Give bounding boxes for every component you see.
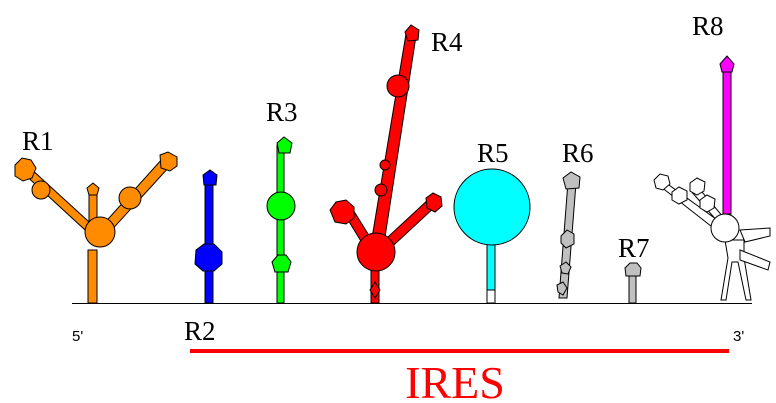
three-prime-label: 3' bbox=[733, 328, 744, 345]
node-label: R1 bbox=[22, 126, 54, 156]
node-label: R7 bbox=[618, 233, 650, 263]
node-label: R3 bbox=[266, 97, 298, 127]
five-prime-label: 5' bbox=[72, 328, 83, 345]
node-label: R8 bbox=[692, 11, 724, 41]
page: R1 R2 R3 R4 R5 R6 R7 R8 5' 3' IRES (() =… bbox=[0, 0, 776, 403]
diagram: R1 R2 R3 R4 R5 R6 R7 R8 5' 3' IRES bbox=[0, 0, 776, 403]
node-label: R2 bbox=[184, 316, 216, 346]
r3-structure bbox=[267, 137, 295, 303]
node-label: R6 bbox=[562, 138, 594, 168]
node-label: R5 bbox=[477, 138, 509, 168]
r2-structure bbox=[195, 170, 222, 303]
r8-structure bbox=[654, 56, 770, 300]
r7-structure bbox=[625, 263, 641, 303]
ires-label: IRES bbox=[405, 357, 505, 403]
r5-structure bbox=[454, 169, 530, 303]
r6-structure bbox=[557, 172, 580, 298]
r4-structure bbox=[330, 25, 442, 303]
node-label: R4 bbox=[431, 27, 463, 57]
r1-structure bbox=[15, 152, 177, 303]
